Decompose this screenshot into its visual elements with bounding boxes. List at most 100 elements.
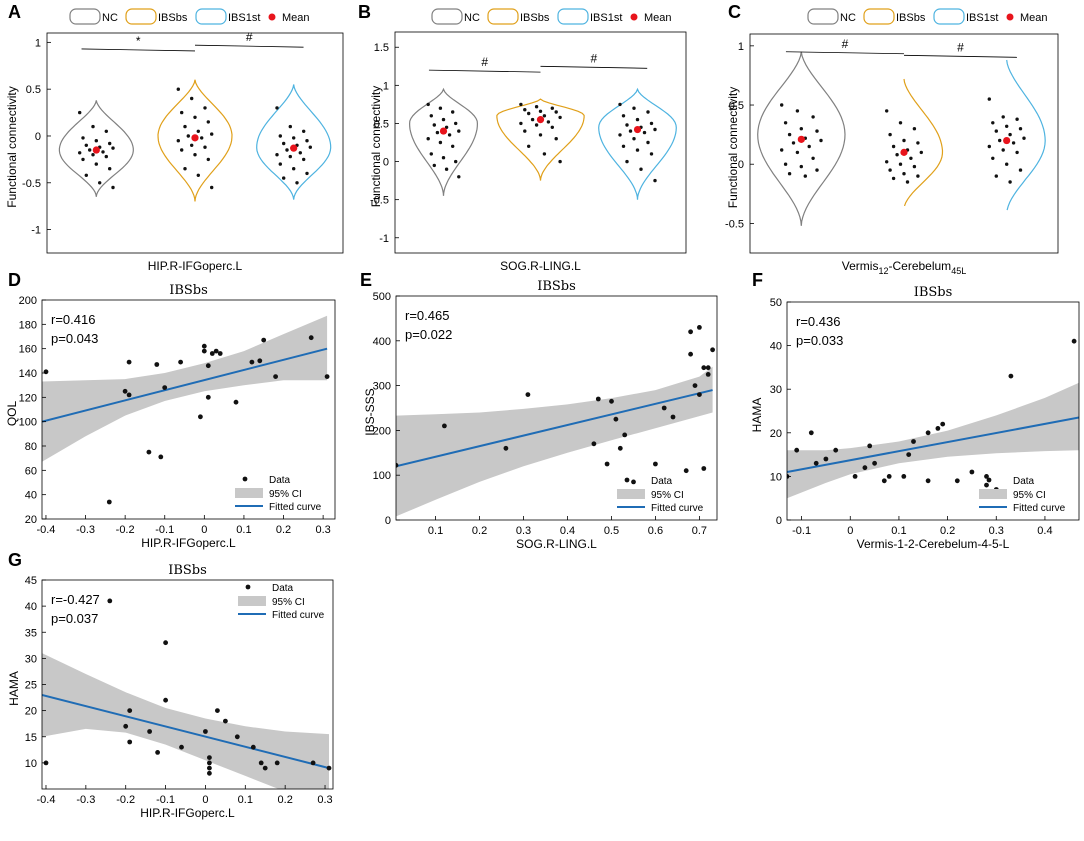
panel-e-ytick-label: 200 [373,425,391,437]
violin-point [898,162,903,166]
violin-c-ibsbs [903,78,944,207]
violin-point [176,87,180,91]
data-point [250,744,256,750]
panel-d-ytick-label: 140 [19,368,37,380]
violin-point [815,168,819,172]
violin-point [642,130,647,135]
violin-point [919,150,923,155]
violin-point [210,185,214,190]
panel-b-frame [394,31,687,254]
panel-b-ytick-label: 0 [383,157,389,169]
panel-a-ytick-label: -0.5 [22,178,41,190]
panel-g-xtick-label: 0.1 [238,794,253,806]
violin-point [1008,180,1012,184]
data-point [147,729,153,734]
violin-point [646,140,650,145]
violin-point [454,121,458,126]
violin-mean-nc [92,146,100,154]
panel-e-ytick-label: 300 [373,381,391,393]
violin-c-ibs1st [1006,59,1046,211]
violin-point [193,115,197,120]
violin-point [558,115,562,120]
panel-f-frame [786,301,1080,521]
violin-point [88,148,92,152]
panel-g-ytick-label: 15 [25,732,37,744]
data-point [154,362,160,367]
panel-d-ytick-label: 100 [19,417,37,429]
panel-a-ytick-label: 0.5 [26,84,41,96]
panel-f-title: IBSbs [914,285,953,300]
panel-e-ytick-label: 100 [373,470,391,482]
violin-point [81,157,85,162]
sig-bar [903,54,1017,58]
data-point [127,708,133,713]
violin-point [795,109,800,113]
legend-ibs1st-label: IBS1st [590,12,622,24]
violin-point [298,151,302,155]
violin-point [888,168,892,172]
violin-point [787,172,792,176]
violin-point [451,110,455,114]
legend-mean-label: Mean [1020,12,1048,24]
sig-label: * [136,34,141,48]
violin-point [527,144,531,148]
panel-d-ytick-label: 60 [25,465,37,477]
violin-point [538,109,543,114]
panel-f-xlabel: Vermis-1-2-Cerebelum-4-5-L [857,537,1010,551]
violin-point [542,152,547,156]
violin-point [621,144,626,148]
panel-d-xtick-label: -0.4 [36,524,55,536]
panel-e-stat-p: p=0.022 [405,327,452,342]
violin-point [1018,168,1023,172]
panel-d-xtick-label: 0.3 [315,524,330,536]
data-point [207,760,212,766]
violin-point [426,102,430,107]
data-point [823,456,829,462]
panel-f-ylabel: HAMA [750,398,764,433]
data-point [1008,373,1014,379]
data-point [233,399,239,405]
data-point [326,765,332,771]
panel-g-xtick-label: 0.3 [317,794,332,806]
violin-point [550,106,554,110]
panel-e-ylabel: IBS-SSS [363,388,377,435]
violin-point [210,132,214,136]
violin-point [618,102,622,107]
violin-point [799,127,803,131]
legend-data-marker [624,477,630,483]
legend-fit-label: Fitted curve [269,502,322,513]
panel-f-ytick-label: 40 [770,341,782,353]
legend-nc-swatch [431,8,463,25]
panel-f-stat-r: r=0.436 [796,314,840,329]
panel-g-xtick-label: 0.2 [278,794,293,806]
violin-point [180,148,184,152]
panel-d-frame [41,299,336,520]
data-point [940,421,946,427]
violin-point [302,157,306,162]
data-point [613,416,619,422]
legend-nc-swatch [69,8,101,25]
violin-point [1015,117,1019,121]
violin-point [111,185,115,190]
panel-b-label: B [358,2,371,22]
legend-data-marker [242,476,248,482]
panel-c-xlabel: Vermis12-Cerebelum45L [842,259,966,276]
violin-point [454,159,458,164]
data-point [813,460,819,466]
violin-mean-ibs1st [290,144,298,152]
panel-e-xlabel: SOG.R-LING.L [516,537,597,551]
data-point [925,430,931,436]
data-point [701,466,707,471]
violin-b-ibs1st [598,87,677,200]
data-point [262,765,268,771]
violin-point [1001,115,1005,119]
violin-point [916,174,920,178]
violin-point [196,129,200,133]
violin-point [1015,150,1019,155]
data-point [198,414,203,420]
sig-bar [81,48,196,52]
panel-e-ytick-label: 0 [385,515,391,527]
data-point [207,770,212,776]
legend-fit-label: Fitted curve [1013,503,1066,514]
violin-point [190,143,194,147]
